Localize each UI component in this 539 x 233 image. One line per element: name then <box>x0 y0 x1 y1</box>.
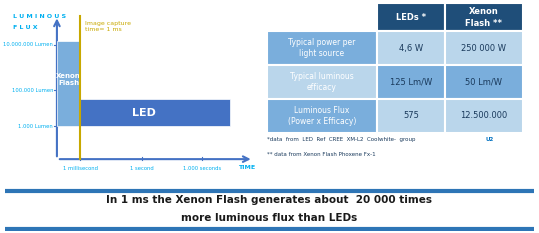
Text: Xenon
Flash: Xenon Flash <box>56 73 81 86</box>
Text: U2: U2 <box>486 137 494 142</box>
Text: 250 000 W: 250 000 W <box>461 44 506 53</box>
Text: 575: 575 <box>403 111 419 120</box>
Text: 50 Lm/W: 50 Lm/W <box>465 78 502 87</box>
Text: 1.000 Lumen: 1.000 Lumen <box>18 124 53 129</box>
Bar <box>57 99 230 127</box>
Text: F L U X: F L U X <box>13 25 38 30</box>
Text: 1.000 seconds: 1.000 seconds <box>183 166 221 171</box>
Text: 100.000 Lumen: 100.000 Lumen <box>11 88 53 93</box>
Text: 10.000.000 Lumen: 10.000.000 Lumen <box>3 42 53 47</box>
Text: 1 second: 1 second <box>130 166 154 171</box>
Text: Luminous Flux
(Power x Efficacy): Luminous Flux (Power x Efficacy) <box>288 106 356 126</box>
Text: ** data from Xenon Flash Phoxene Fx-1: ** data from Xenon Flash Phoxene Fx-1 <box>267 152 376 157</box>
Text: LEDs *: LEDs * <box>396 13 426 22</box>
Text: TIME: TIME <box>238 165 255 171</box>
Text: 12.500.000: 12.500.000 <box>460 111 507 120</box>
Text: L U M I N O U S: L U M I N O U S <box>13 14 66 19</box>
Text: Typical luminous
efficacy: Typical luminous efficacy <box>290 72 354 92</box>
Text: In 1 ms the Xenon Flash generates about  20 000 times: In 1 ms the Xenon Flash generates about … <box>107 195 432 205</box>
Text: 1 millisecond: 1 millisecond <box>63 166 98 171</box>
Text: *data  from  LED  Ref  CREE  XM-L2  Coolwhite-  group: *data from LED Ref CREE XM-L2 Coolwhite-… <box>267 137 419 142</box>
Text: Image capture
time= 1 ms: Image capture time= 1 ms <box>85 21 132 32</box>
Text: 125 Lm/W: 125 Lm/W <box>390 78 432 87</box>
Text: Typical power per
light source: Typical power per light source <box>288 38 356 58</box>
Text: more luminous flux than LEDs: more luminous flux than LEDs <box>182 212 357 223</box>
Text: 4,6 W: 4,6 W <box>399 44 423 53</box>
Bar <box>57 41 80 127</box>
Text: Xenon
Flash **: Xenon Flash ** <box>465 7 502 27</box>
Text: LED: LED <box>132 108 156 118</box>
